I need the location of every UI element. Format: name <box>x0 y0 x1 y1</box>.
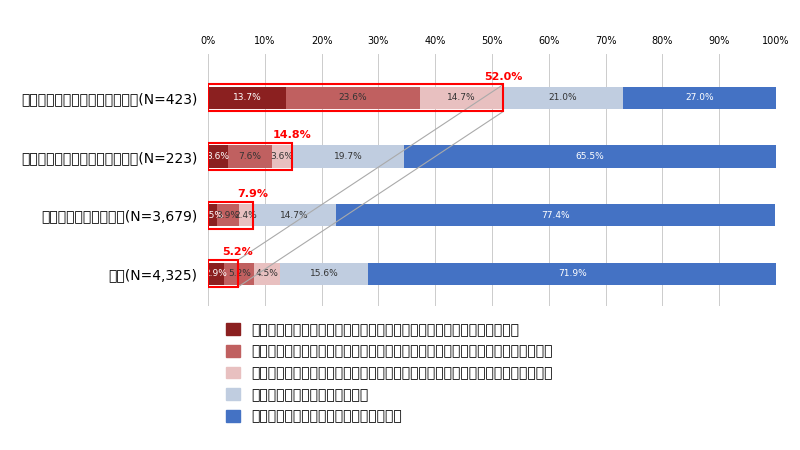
Text: 14.7%: 14.7% <box>280 211 308 220</box>
Text: 19.7%: 19.7% <box>334 152 362 161</box>
Text: 52.0%: 52.0% <box>484 72 522 81</box>
Text: 5.2%: 5.2% <box>222 248 253 257</box>
Bar <box>404 145 776 168</box>
Text: 77.4%: 77.4% <box>542 211 570 220</box>
Bar <box>503 87 622 109</box>
Text: 14.7%: 14.7% <box>447 94 476 103</box>
Legend: 元々実施してきており、（今回特別という訳でなく）通常通り実施した, 元々実施したことはあったが、今回、対策の一環として（あらためて）実施した, 元々実施したこと: 元々実施してきており、（今回特別という訳でなく）通常通り実施した, 元々実施した… <box>226 323 553 423</box>
Bar <box>208 143 292 170</box>
Bar <box>208 202 253 229</box>
Text: 7.6%: 7.6% <box>238 152 262 161</box>
Bar <box>208 204 217 226</box>
Bar <box>208 260 238 287</box>
Bar <box>254 263 279 285</box>
Bar <box>252 204 336 226</box>
Text: 21.0%: 21.0% <box>549 94 578 103</box>
Bar <box>238 204 252 226</box>
Text: 2.4%: 2.4% <box>234 211 257 220</box>
Bar <box>286 87 420 109</box>
Text: 14.8%: 14.8% <box>273 130 311 140</box>
Text: 2.9%: 2.9% <box>205 269 228 278</box>
Bar <box>208 145 229 168</box>
Text: 13.7%: 13.7% <box>233 94 262 103</box>
Text: 65.5%: 65.5% <box>576 152 604 161</box>
Text: 3.6%: 3.6% <box>270 152 294 161</box>
Text: 7.9%: 7.9% <box>238 189 268 199</box>
Bar <box>225 263 254 285</box>
Bar <box>622 87 776 109</box>
Bar <box>208 85 503 112</box>
Text: 3.9%: 3.9% <box>216 211 239 220</box>
Bar <box>279 263 368 285</box>
Text: 15.6%: 15.6% <box>310 269 338 278</box>
Bar <box>420 87 503 109</box>
Text: 1.5%: 1.5% <box>201 211 224 220</box>
Bar <box>208 87 286 109</box>
Bar <box>368 263 777 285</box>
Text: 4.5%: 4.5% <box>255 269 278 278</box>
Bar <box>336 204 775 226</box>
Text: 5.2%: 5.2% <box>228 269 250 278</box>
Text: 23.6%: 23.6% <box>338 94 367 103</box>
Bar <box>229 145 272 168</box>
Text: 71.9%: 71.9% <box>558 269 586 278</box>
Text: 3.6%: 3.6% <box>206 152 230 161</box>
Bar <box>292 145 404 168</box>
Bar <box>217 204 238 226</box>
Text: 27.0%: 27.0% <box>685 94 714 103</box>
Bar <box>208 263 225 285</box>
Bar <box>272 145 292 168</box>
